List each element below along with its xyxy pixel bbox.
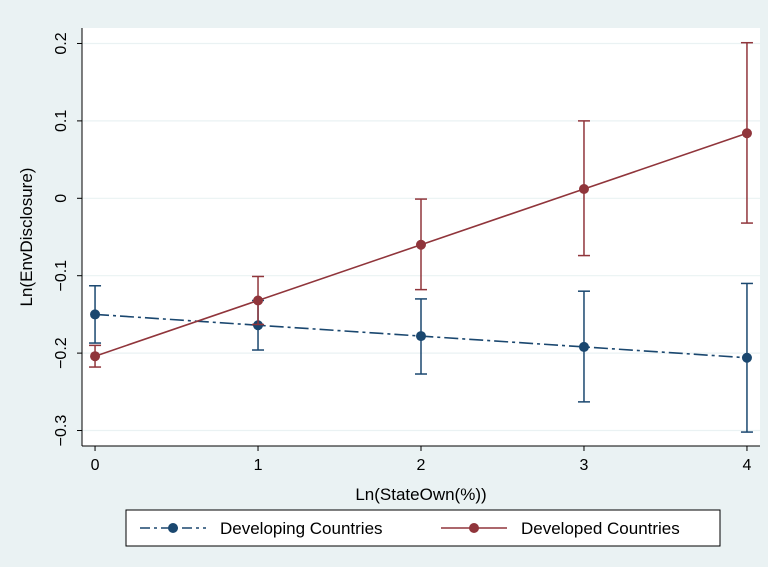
series-2: [89, 41, 753, 368]
x-tick-label: 3: [580, 457, 589, 474]
x-tick-label: 1: [254, 457, 263, 474]
legend-marker: [469, 523, 479, 533]
y-tick-label: −0.1: [53, 260, 70, 292]
data-point: [578, 341, 589, 352]
legend-marker: [168, 523, 178, 533]
y-tick-label: −0.3: [53, 415, 70, 447]
data-point: [741, 128, 752, 139]
y-tick-label: 0: [53, 194, 70, 203]
y-tick-label: 0.1: [53, 110, 70, 132]
legend-item: Developing Countries: [140, 519, 383, 538]
data-point: [253, 295, 264, 306]
x-tick-label: 2: [417, 457, 426, 474]
data-point: [741, 352, 752, 363]
data-point: [90, 309, 101, 320]
ticks: −0.3 −0.2 −0.1 0 0.1 0.2 0 1 2 3 4: [53, 32, 752, 474]
y-tick-label: 0.2: [53, 32, 70, 54]
data-point: [416, 331, 426, 342]
legend-box: [125, 509, 721, 547]
y-tick-label: −0.2: [53, 337, 70, 369]
x-tick-label: 4: [743, 457, 752, 474]
x-tick-label: 0: [91, 457, 100, 474]
legend-item: Developed Countries: [441, 519, 680, 538]
data-point: [578, 184, 589, 195]
data-point: [253, 320, 264, 331]
legend-label: Developing Countries: [220, 519, 383, 538]
data-point: [90, 351, 101, 362]
legend-label: Developed Countries: [521, 519, 680, 538]
x-axis-label: Ln(StateOwn(%)): [355, 485, 486, 504]
y-axis-label: Ln(EnvDisclosure): [17, 168, 36, 307]
series-layer: [89, 41, 753, 433]
series-1: [89, 282, 753, 433]
legend: Developing Countries Developed Countries: [125, 509, 721, 547]
data-point: [416, 239, 426, 250]
